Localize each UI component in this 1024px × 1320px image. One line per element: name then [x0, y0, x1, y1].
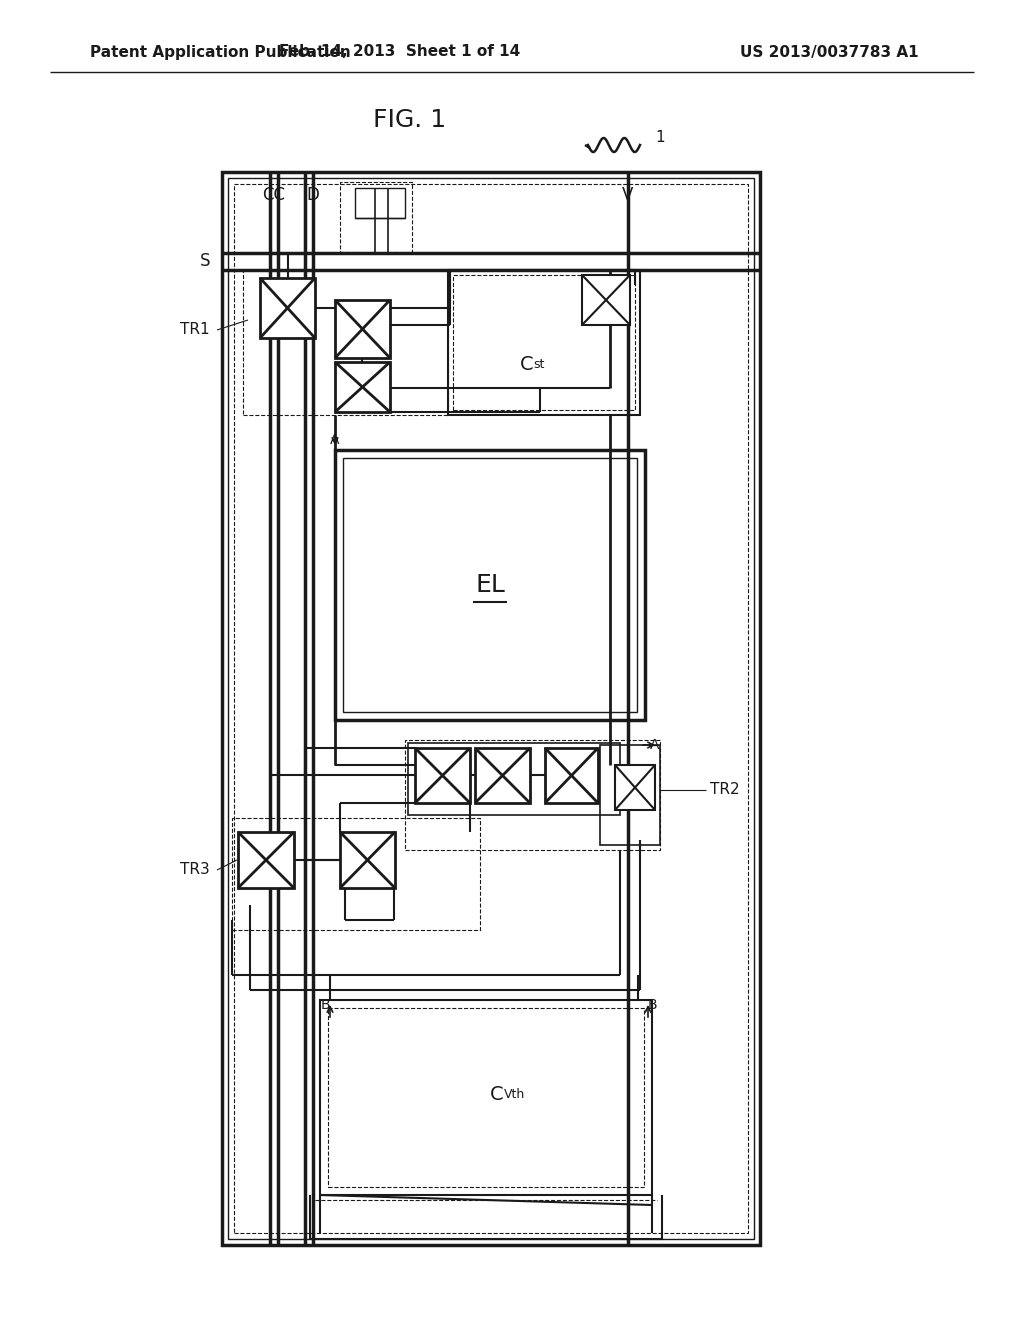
Bar — [343, 458, 637, 711]
Text: FIG. 1: FIG. 1 — [374, 108, 446, 132]
Bar — [600, 744, 660, 845]
Text: D: D — [306, 186, 319, 205]
Text: Feb. 14, 2013  Sheet 1 of 14: Feb. 14, 2013 Sheet 1 of 14 — [280, 45, 520, 59]
Text: Patent Application Publication: Patent Application Publication — [90, 45, 351, 59]
Bar — [222, 172, 760, 1245]
Bar — [228, 178, 754, 1239]
Bar — [238, 832, 294, 888]
Text: B: B — [648, 998, 657, 1012]
Text: EL: EL — [475, 573, 505, 597]
Bar — [335, 300, 390, 358]
Text: Vth: Vth — [504, 1089, 525, 1101]
Text: C: C — [520, 355, 534, 375]
Bar — [340, 182, 412, 252]
Text: 1: 1 — [655, 129, 665, 144]
Bar — [449, 271, 640, 414]
Bar — [545, 748, 598, 803]
Text: C: C — [490, 1085, 504, 1105]
Bar — [335, 450, 645, 719]
Bar — [406, 741, 660, 850]
Bar — [582, 275, 630, 325]
Bar — [453, 275, 635, 411]
Text: V: V — [623, 186, 634, 205]
Text: st: st — [534, 359, 545, 371]
Text: CC: CC — [262, 186, 286, 205]
Bar — [415, 748, 470, 803]
Text: TR1: TR1 — [180, 322, 210, 338]
Bar — [335, 362, 390, 412]
Bar — [615, 766, 655, 810]
Bar — [340, 832, 395, 888]
Bar — [243, 271, 449, 414]
Text: A: A — [331, 433, 340, 447]
Text: A: A — [650, 738, 659, 752]
Bar — [355, 187, 406, 218]
Text: TR3: TR3 — [180, 862, 210, 878]
Text: TR2: TR2 — [710, 783, 739, 797]
Text: S: S — [200, 252, 210, 271]
Text: US 2013/0037783 A1: US 2013/0037783 A1 — [740, 45, 919, 59]
Bar — [408, 743, 620, 814]
Bar — [475, 748, 530, 803]
Bar — [232, 818, 480, 931]
Bar — [328, 1008, 644, 1187]
Bar — [234, 183, 748, 1233]
Text: B: B — [321, 998, 330, 1012]
Bar — [260, 279, 315, 338]
Bar — [319, 1001, 652, 1195]
